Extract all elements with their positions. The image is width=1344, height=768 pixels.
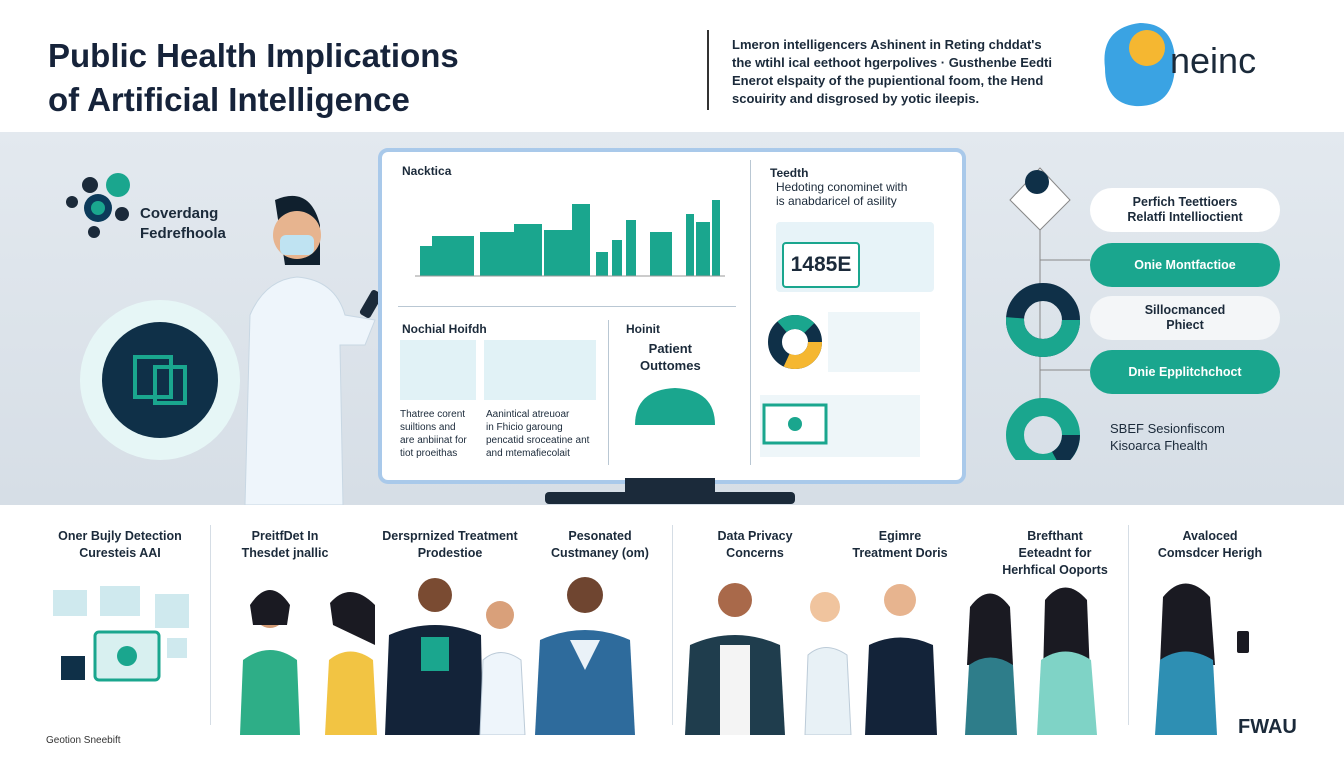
caption-line: Herhfical Ooports xyxy=(1002,563,1108,577)
caption-line: Curesteis AAI xyxy=(79,546,161,560)
tile-line: Aanintical atreuoar xyxy=(486,409,570,420)
sub-line: Patient xyxy=(648,341,692,356)
caption-line: Egimre xyxy=(878,529,922,543)
tile-text: Thatree corent suiltions and are anbiinat … xyxy=(400,408,467,460)
intro-line: scouirity and disgrosed by yotic ileepis… xyxy=(732,91,980,106)
tile-line: in Fhicio garoung xyxy=(486,422,563,433)
right-connectors xyxy=(1006,167,1090,460)
intro-line: the wtihl ical eethoot hgerpolives · Gus… xyxy=(732,55,1052,70)
tile-line: pencatid sroceatine ant xyxy=(486,435,590,446)
pill: Perfich Teettioers Relatfi Intellioctient xyxy=(1090,188,1280,232)
side-line: is anabdaricel of asility xyxy=(776,194,897,208)
title-line: Public Health Implications xyxy=(48,37,459,74)
caption-line: Eeteadnt for xyxy=(1018,546,1092,560)
separator xyxy=(608,320,609,465)
tile xyxy=(400,340,476,400)
bar-graphic xyxy=(415,200,725,277)
monitor-base xyxy=(545,492,795,504)
pill-line: Relatfi Intellioctient xyxy=(1127,210,1243,224)
tile xyxy=(484,340,596,400)
caption: Oner Bujly Detection Curesteis AAI xyxy=(40,528,200,562)
outcome-icon xyxy=(635,388,715,425)
caption-line: Brefthant xyxy=(1027,529,1083,543)
caption: Data Privacy Concerns xyxy=(685,528,825,562)
caption: Pesonated Custmaney (om) xyxy=(530,528,670,562)
caption: Brefthant Eeteadnt for Herhfical Ooports xyxy=(980,528,1130,579)
separator xyxy=(210,525,211,725)
section-title: Nochial Hoifdh xyxy=(402,322,487,336)
ai-emblem xyxy=(80,300,240,460)
section-sub: Patient Outtomes xyxy=(640,340,701,374)
separator xyxy=(750,160,751,465)
divider xyxy=(707,30,709,110)
caption-line: Pesonated xyxy=(568,529,632,543)
logo-icon xyxy=(1104,23,1175,107)
tile-line: tiot proeithas xyxy=(400,448,458,459)
detection-icons xyxy=(53,586,189,682)
right-bottom: SBEF Sesionfiscom Kisoarca Fhealth xyxy=(1110,420,1225,454)
intro-line: Enerot elspaity of the pupientional foom… xyxy=(732,73,1044,88)
separator xyxy=(398,306,736,307)
side-line: Hedoting conominet with xyxy=(776,180,908,194)
badge-line: Coverdang xyxy=(140,205,219,222)
tile-text: Aanintical atreuoar in Fhicio garoung penc… xyxy=(486,408,589,460)
pill: Sillocmanced Phiect xyxy=(1090,296,1280,340)
tile-line: and mtemafiecolait xyxy=(486,448,570,459)
people xyxy=(240,577,1249,735)
doctor xyxy=(244,195,383,505)
caption: Avaloced Comsdcer Herigh xyxy=(1135,528,1285,562)
monitor-stand xyxy=(625,478,715,494)
donut-graphic xyxy=(768,315,822,369)
caption-line: Avaloced xyxy=(1182,529,1238,543)
caption-line: PreitfDet In xyxy=(251,529,319,543)
tile-line: suiltions and xyxy=(400,422,456,433)
separator xyxy=(1128,525,1129,725)
badge-line: Fedrefhoola xyxy=(140,225,226,242)
chart-title: Nacktica xyxy=(402,164,452,178)
pill: Onie Montfactioe xyxy=(1090,243,1280,287)
rb-line: Kisoarca Fhealth xyxy=(1110,438,1208,453)
title: Public Health Implications of Artificial… xyxy=(48,34,459,122)
pill-line: Onie Montfactioe xyxy=(1134,257,1236,272)
caption-line: Dersprnized Treatment xyxy=(382,529,518,543)
pill-line: Phiect xyxy=(1166,318,1204,332)
header: Public Health Implications of Artificial… xyxy=(0,0,1344,132)
caption-line: Concerns xyxy=(726,546,784,560)
caption: PreitfDet In Thesdet jnallic xyxy=(215,528,355,562)
side-lines: Hedoting conominet with is anabdaricel o… xyxy=(776,180,907,208)
rb-line: SBEF Sesionfiscom xyxy=(1110,421,1225,436)
side-title: Teedth xyxy=(770,166,809,180)
caption-line: Thesdet jnallic xyxy=(241,546,329,560)
tile-line: Thatree corent xyxy=(400,409,466,420)
pill: Dnie Epplitchchoct xyxy=(1090,350,1280,394)
caption: Egimre Treatment Doris xyxy=(835,528,965,562)
tile-line: are anbiinat for xyxy=(400,435,467,446)
caption: Dersprnized Treatment Prodestioe xyxy=(360,528,540,562)
title-line: of Artificial Intelligence xyxy=(48,81,410,118)
badge-icon xyxy=(66,173,130,238)
caption-line: Comsdcer Herigh xyxy=(1157,546,1263,560)
caption-line: Custmaney (om) xyxy=(551,546,649,560)
badge-text: Coverdang Fedrefhoola xyxy=(140,204,226,244)
counter: 1485E xyxy=(782,242,860,288)
pill-line: Perfich Teettioers xyxy=(1132,195,1238,209)
caption-line: Treatment Doris xyxy=(852,546,948,560)
note-card xyxy=(828,312,920,372)
section-title: Hoinit xyxy=(626,322,660,336)
caption-line: Oner Bujly Detection xyxy=(58,529,182,543)
separator xyxy=(672,525,673,725)
sub-line: Outtomes xyxy=(640,358,701,373)
intro-line: Lmeron intelligencers Ashinent in Reting… xyxy=(732,37,1042,52)
caption-line: Data Privacy xyxy=(717,529,793,543)
caption-line: Prodestioe xyxy=(417,546,483,560)
laptop-icon xyxy=(762,403,828,445)
pill-line: Sillocmanced xyxy=(1144,303,1226,317)
pill-line: Dnie Epplitchchoct xyxy=(1128,364,1242,379)
footer-left: Geotion Sneebift xyxy=(46,735,121,746)
intro: Lmeron intelligencers Ashinent in Reting… xyxy=(732,36,1052,108)
footer-right: FWAU xyxy=(1238,716,1297,738)
logo-text: neinc xyxy=(1170,40,1257,81)
